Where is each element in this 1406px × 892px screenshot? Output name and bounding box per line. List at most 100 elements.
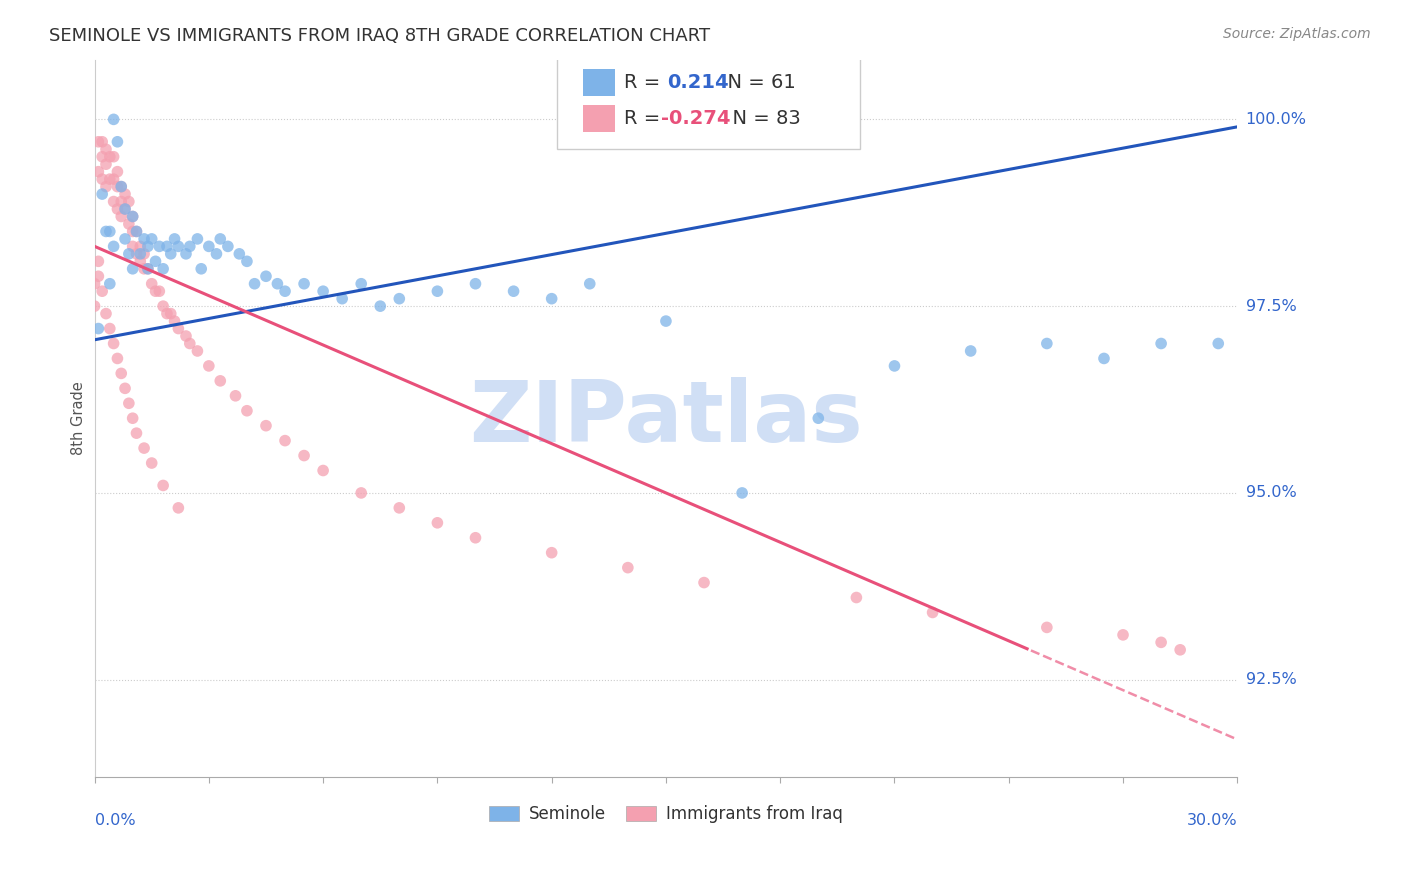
Point <box>118 247 141 261</box>
Point <box>266 277 288 291</box>
Point <box>98 224 121 238</box>
Point <box>118 194 141 209</box>
Text: 0.214: 0.214 <box>666 73 728 92</box>
Point <box>921 606 943 620</box>
Point <box>330 292 353 306</box>
Point <box>502 284 524 298</box>
Point <box>159 307 181 321</box>
Point <box>110 179 132 194</box>
Text: 97.5%: 97.5% <box>1246 299 1296 314</box>
Point <box>959 343 981 358</box>
Text: -0.274: -0.274 <box>661 109 731 128</box>
Point <box>198 239 221 253</box>
Point <box>94 224 117 238</box>
Text: R =: R = <box>624 109 666 128</box>
Point <box>145 254 167 268</box>
Point <box>152 478 174 492</box>
Text: 30.0%: 30.0% <box>1187 813 1237 828</box>
Text: SEMINOLE VS IMMIGRANTS FROM IRAQ 8TH GRADE CORRELATION CHART: SEMINOLE VS IMMIGRANTS FROM IRAQ 8TH GRA… <box>49 27 710 45</box>
Point <box>107 164 129 178</box>
Point <box>83 277 105 291</box>
Point <box>114 202 136 216</box>
Point <box>274 434 297 448</box>
Point <box>121 239 143 253</box>
Point <box>368 299 391 313</box>
Point <box>118 217 141 231</box>
Point <box>94 179 117 194</box>
Text: N = 83: N = 83 <box>720 109 800 128</box>
Point <box>125 224 148 238</box>
Point <box>236 254 259 268</box>
Point <box>209 374 232 388</box>
Point <box>114 187 136 202</box>
Point <box>121 210 143 224</box>
Point <box>103 239 125 253</box>
Point <box>136 239 159 253</box>
Point <box>1150 336 1173 351</box>
Point <box>1206 336 1229 351</box>
Point <box>205 247 228 261</box>
Point <box>254 269 277 284</box>
Point <box>141 456 163 470</box>
Point <box>103 336 125 351</box>
Point <box>163 232 186 246</box>
Point <box>125 426 148 441</box>
Point <box>167 500 190 515</box>
Point <box>464 531 486 545</box>
Text: Source: ZipAtlas.com: Source: ZipAtlas.com <box>1223 27 1371 41</box>
Point <box>118 396 141 410</box>
Point <box>121 210 143 224</box>
Point <box>94 307 117 321</box>
Point <box>179 336 201 351</box>
Point <box>243 277 266 291</box>
Point <box>110 179 132 194</box>
Point <box>107 135 129 149</box>
Point <box>693 575 716 590</box>
Point <box>617 560 640 574</box>
Point <box>186 343 208 358</box>
Point <box>845 591 868 605</box>
Point <box>107 202 129 216</box>
Point <box>156 239 179 253</box>
Point <box>114 202 136 216</box>
Point <box>883 359 905 373</box>
Point <box>94 157 117 171</box>
Point <box>312 463 335 477</box>
Point <box>426 516 449 530</box>
Point <box>136 261 159 276</box>
Point <box>388 292 411 306</box>
Point <box>103 194 125 209</box>
Point <box>132 261 155 276</box>
Point <box>121 224 143 238</box>
Point <box>87 269 110 284</box>
Point <box>110 367 132 381</box>
Point <box>121 261 143 276</box>
Point <box>254 418 277 433</box>
Point <box>1168 642 1191 657</box>
Point <box>167 321 190 335</box>
Point <box>152 261 174 276</box>
Bar <box>582 69 614 96</box>
Point <box>87 135 110 149</box>
Point <box>87 164 110 178</box>
Point <box>464 277 486 291</box>
Point <box>578 277 600 291</box>
Point <box>98 321 121 335</box>
Text: 92.5%: 92.5% <box>1246 673 1296 687</box>
Point <box>114 381 136 395</box>
Point <box>103 112 125 127</box>
Point <box>141 277 163 291</box>
Point <box>121 411 143 425</box>
Point <box>236 403 259 417</box>
Point <box>350 486 373 500</box>
Point <box>91 150 114 164</box>
Point <box>388 500 411 515</box>
Point <box>107 179 129 194</box>
Point <box>655 314 678 328</box>
Point <box>148 284 170 298</box>
Point <box>540 546 562 560</box>
Point <box>83 299 105 313</box>
Point <box>91 284 114 298</box>
Point <box>91 135 114 149</box>
Point <box>274 284 297 298</box>
